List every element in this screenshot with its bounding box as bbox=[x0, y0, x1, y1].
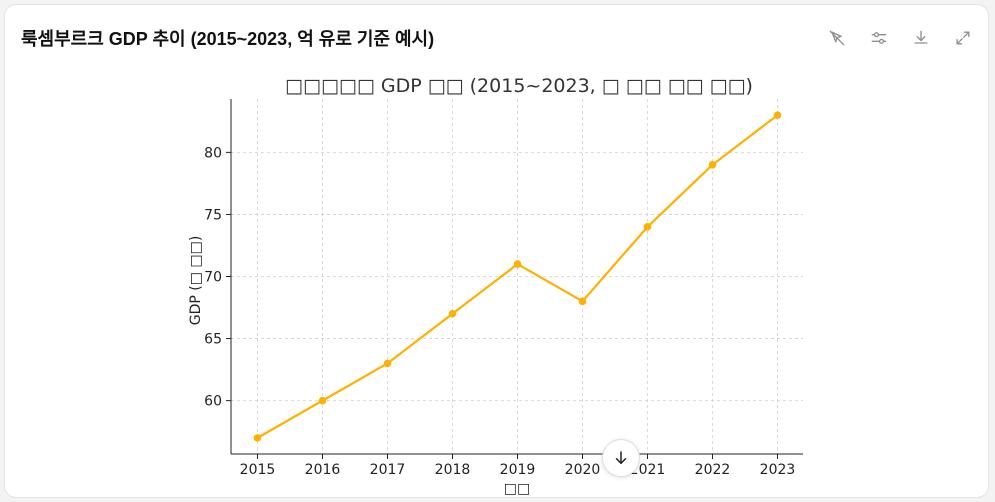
arrow-down-icon bbox=[615, 451, 627, 464]
y-tick-label: 60 bbox=[204, 394, 222, 410]
x-tick-label: 2019 bbox=[500, 462, 536, 478]
data-point bbox=[318, 396, 327, 405]
x-tick-label: 2018 bbox=[435, 462, 471, 478]
x-tick-label: 2023 bbox=[760, 462, 796, 478]
x-tick-label: 2015 bbox=[240, 462, 276, 478]
card-title: 룩셈부르크 GDP 추이 (2015~2023, 억 유로 기준 예시) bbox=[21, 29, 435, 49]
data-point bbox=[708, 160, 717, 169]
sliders-icon bbox=[871, 32, 887, 44]
x-tick-label: 2016 bbox=[305, 462, 341, 478]
x-tick-label: 2017 bbox=[370, 462, 406, 478]
chart-card: 룩셈부르크 GDP 추이 (2015~2023, 억 유로 기준 예시) 201… bbox=[4, 4, 989, 498]
chart-title: □□□□□ GDP □□ (2015~2023, □ □□ □□ □□) bbox=[285, 75, 753, 97]
gdp-line-chart: 2015 2016 2017 2018 2019 2020 2021 2022 2023 60 65… bbox=[188, 75, 803, 497]
download-icon bbox=[914, 30, 928, 44]
x-tick-label: 2020 bbox=[565, 462, 601, 478]
y-tick-label: 65 bbox=[204, 332, 222, 348]
data-point bbox=[773, 111, 782, 119]
cursor-off-button[interactable] bbox=[824, 25, 850, 51]
data-point bbox=[448, 309, 457, 318]
data-point bbox=[383, 359, 392, 368]
y-tick-label: 70 bbox=[204, 270, 222, 286]
x-tick-label: 2021 bbox=[630, 462, 666, 478]
x-tick-label: 2022 bbox=[695, 462, 731, 478]
expand-icon bbox=[956, 31, 970, 45]
y-axis-label: GDP (□ □□) bbox=[188, 236, 204, 326]
cursor-off-icon bbox=[829, 30, 845, 46]
data-point bbox=[643, 223, 652, 231]
settings-button[interactable] bbox=[866, 25, 892, 51]
data-point bbox=[513, 260, 522, 268]
data-point bbox=[253, 434, 262, 442]
scroll-down-button[interactable] bbox=[602, 439, 640, 477]
expand-button[interactable] bbox=[950, 25, 976, 51]
x-axis-label: □□ bbox=[504, 481, 530, 497]
data-point bbox=[578, 297, 587, 306]
y-tick-label: 75 bbox=[204, 207, 222, 223]
chart-toolbar bbox=[824, 25, 976, 51]
download-button[interactable] bbox=[908, 25, 934, 51]
y-tick-label: 80 bbox=[204, 145, 222, 161]
